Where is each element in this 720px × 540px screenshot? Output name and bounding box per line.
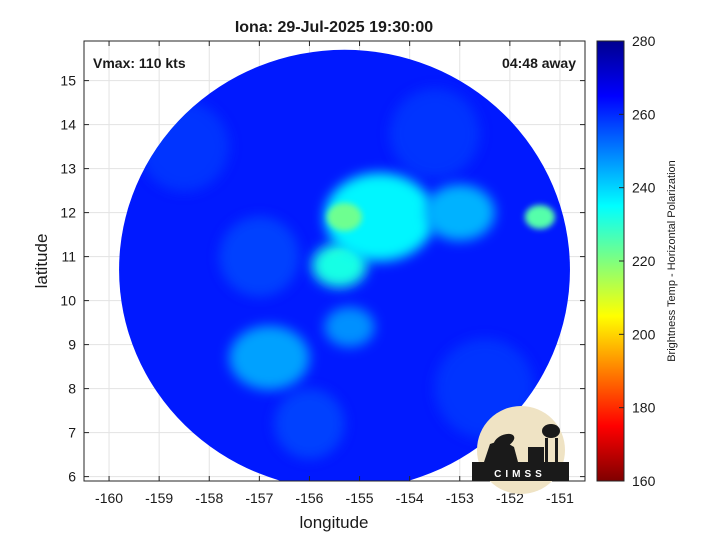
y-tick-label: 11	[61, 249, 76, 265]
x-axis-ticks: -160 -159 -158 -157 -156 -155 -154 -153 -152 -151	[95, 41, 574, 506]
y-tick-label: 13	[60, 161, 76, 177]
colorbar-label: Brightness Temp - Horizontal Polarizatio…	[666, 160, 678, 362]
swath-feature	[524, 204, 555, 230]
y-tick-label: 14	[60, 117, 76, 133]
brightness-swath	[119, 49, 570, 481]
y-tick-label: 8	[68, 381, 76, 397]
y-tick-label: 6	[68, 469, 76, 485]
swath-feature	[229, 325, 310, 390]
y-axis-ticks: 6 7 8 9 10 11 12 13 14 15	[60, 73, 585, 485]
cimss-logo: CIMSS	[472, 406, 569, 494]
colorbar-tick-label: 200	[632, 326, 656, 342]
time-away-annotation: 04:48 away	[502, 55, 576, 71]
axes-frame	[83, 40, 586, 482]
colorbar-tick-label: 180	[632, 400, 656, 416]
x-tick-label: -156	[295, 490, 323, 506]
x-tick-label: -157	[245, 490, 273, 506]
colorbar-tick-label: 260	[632, 106, 656, 122]
x-tick-label: -158	[195, 490, 223, 506]
swath-feature	[324, 306, 375, 348]
colorbar-tick-label: 280	[632, 33, 656, 49]
colorbar: 160 180 200 220 240 260 280 Brightness Temp - …	[596, 33, 678, 489]
y-axis-label: latitude	[32, 234, 51, 289]
colorbar-tick-label: 240	[632, 180, 656, 196]
x-tick-label: -152	[496, 490, 524, 506]
vmax-annotation: Vmax: 110 kts	[93, 55, 186, 71]
swath-feature	[424, 184, 495, 241]
x-tick-label: -160	[95, 490, 123, 506]
y-tick-label: 9	[68, 337, 76, 353]
x-tick-label: -153	[446, 490, 474, 506]
swath-texture	[274, 388, 345, 459]
y-tick-label: 12	[60, 205, 76, 221]
colorbar-tick-label: 220	[632, 253, 656, 269]
swath-texture	[389, 88, 480, 179]
chart-title: Iona: 29-Jul-2025 19:30:00	[235, 19, 433, 36]
x-tick-label: -159	[145, 490, 173, 506]
x-tick-label: -151	[546, 490, 574, 506]
y-tick-label: 7	[68, 425, 76, 441]
x-tick-label: -155	[346, 490, 374, 506]
x-axis-label: longitude	[299, 513, 368, 532]
swath-texture	[219, 216, 300, 297]
colorbar-tick-label: 160	[632, 473, 656, 489]
swath-feature	[326, 202, 363, 232]
swath-feature	[324, 172, 435, 262]
x-tick-label: -154	[396, 490, 424, 506]
y-tick-label: 15	[60, 73, 76, 89]
y-tick-label: 10	[60, 293, 76, 309]
cimss-logo-text: CIMSS	[494, 469, 546, 480]
